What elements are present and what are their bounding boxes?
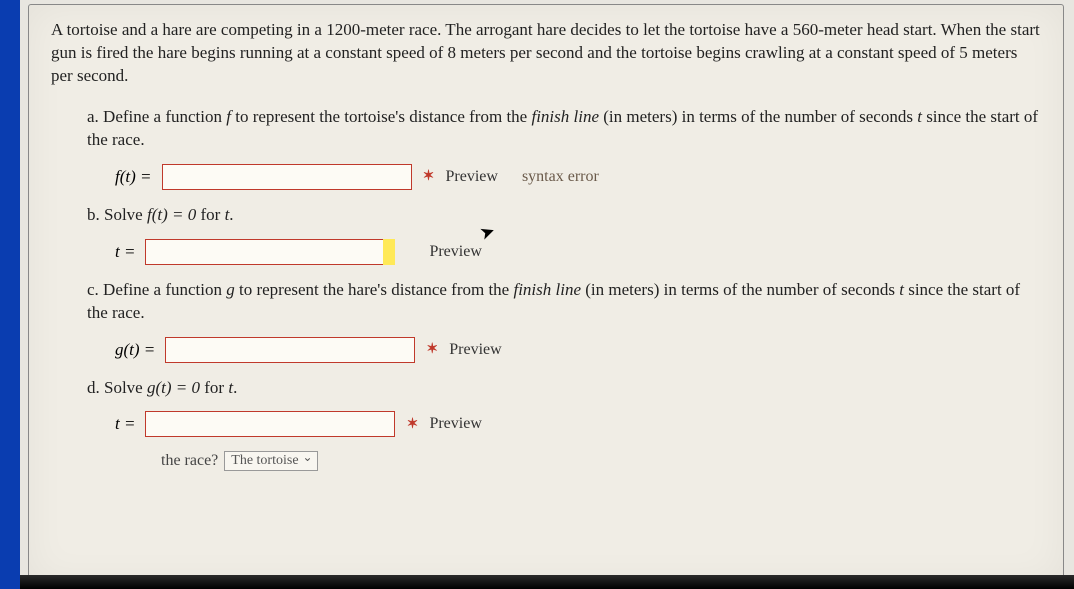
var-g: g — [226, 280, 235, 299]
text: . — [233, 378, 237, 397]
text: a. Define a function — [87, 107, 226, 126]
t-input-d[interactable] — [145, 411, 395, 437]
race-text: the race? — [161, 452, 218, 470]
bottom-fragment: the race? The tortoise — [161, 451, 1041, 471]
part-b: b. Solve f(t) = 0 for t. t = Preview — [87, 204, 1041, 265]
syntax-error-text: syntax error — [522, 168, 599, 186]
preview-button[interactable]: Preview — [429, 243, 481, 261]
text: to represent the tortoise's distance fro… — [231, 107, 531, 126]
preview-button[interactable]: Preview — [449, 341, 501, 359]
text: for — [196, 205, 224, 224]
text: (in meters) in terms of the number of se… — [599, 107, 917, 126]
finish-line: finish line — [513, 280, 581, 299]
preview-button[interactable]: Preview — [429, 415, 481, 433]
text: b. Solve — [87, 205, 147, 224]
part-c-prompt: c. Define a function g to represent the … — [87, 279, 1041, 325]
gt-label: g(t) = — [115, 340, 155, 360]
error-icon: ✶ — [422, 168, 436, 185]
question-panel: A tortoise and a hare are competing in a… — [28, 4, 1064, 584]
part-a: a. Define a function f to represent the … — [87, 106, 1041, 190]
winner-dropdown[interactable]: The tortoise — [224, 451, 317, 471]
text: (in meters) in terms of the number of se… — [581, 280, 899, 299]
text: to represent the hare's distance from th… — [235, 280, 514, 299]
part-d-answer-row: t = ✶ Preview — [115, 411, 1041, 437]
part-d-prompt: d. Solve g(t) = 0 for t. — [87, 377, 1041, 400]
t-label: t = — [115, 242, 135, 262]
part-b-answer-row: t = Preview — [115, 239, 1041, 265]
left-blue-strip — [0, 0, 20, 589]
problem-statement: A tortoise and a hare are competing in a… — [51, 19, 1041, 88]
error-icon: ✶ — [425, 341, 439, 358]
eq: g(t) = 0 — [147, 378, 200, 397]
bottom-bar — [20, 575, 1074, 589]
text: . — [229, 205, 233, 224]
text: c. Define a function — [87, 280, 226, 299]
eq: f(t) = 0 — [147, 205, 196, 224]
ft-input[interactable] — [162, 164, 412, 190]
part-c-answer-row: g(t) = ✶ Preview — [115, 337, 1041, 363]
t-label: t = — [115, 414, 135, 434]
finish-line: finish line — [531, 107, 599, 126]
t-input-b[interactable] — [145, 239, 395, 265]
text: d. Solve — [87, 378, 147, 397]
part-c: c. Define a function g to represent the … — [87, 279, 1041, 363]
text: for — [200, 378, 228, 397]
preview-button[interactable]: Preview — [446, 168, 498, 186]
part-a-prompt: a. Define a function f to represent the … — [87, 106, 1041, 152]
part-b-prompt: b. Solve f(t) = 0 for t. — [87, 204, 1041, 227]
part-a-answer-row: f(t) = ✶ Preview syntax error — [115, 164, 1041, 190]
part-d: d. Solve g(t) = 0 for t. t = ✶ Preview — [87, 377, 1041, 438]
ft-label: f(t) = — [115, 167, 152, 187]
gt-input[interactable] — [165, 337, 415, 363]
error-icon: ✶ — [405, 416, 419, 433]
